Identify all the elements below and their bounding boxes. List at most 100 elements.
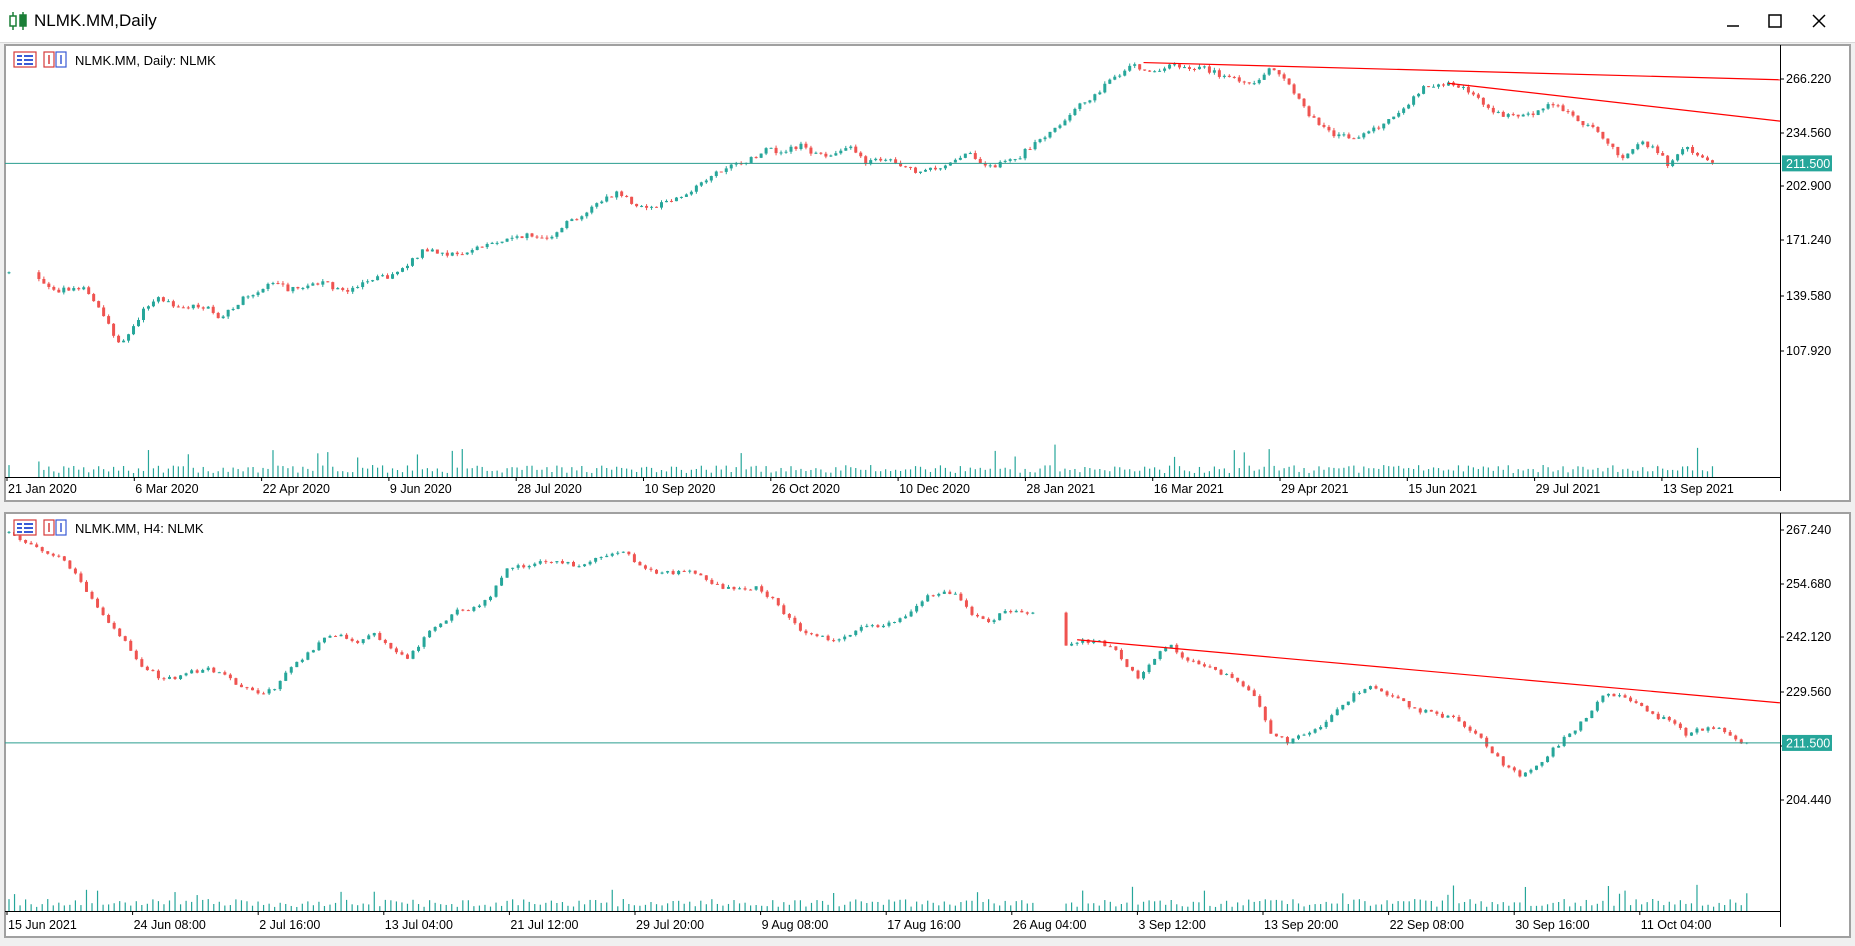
candle-body xyxy=(1661,153,1665,156)
minimize-button[interactable] xyxy=(1718,8,1748,34)
daily-chart-window[interactable]: 266.220 234.560 202.900 171.240 139.580 107.9… xyxy=(4,44,1851,502)
candle-body xyxy=(533,563,537,566)
candle-body xyxy=(764,148,768,154)
candle-body xyxy=(57,555,61,557)
candle-body xyxy=(151,301,155,307)
time-axis-label: 21 Jul 12:00 xyxy=(510,918,578,932)
candle-body xyxy=(356,287,360,289)
candle-body xyxy=(1367,131,1371,134)
candle-body xyxy=(1302,98,1306,107)
candle-body xyxy=(1523,772,1527,777)
time-axis-label: 9 Jun 2020 xyxy=(390,482,452,496)
candle-body xyxy=(361,639,365,643)
candle-body xyxy=(1471,92,1475,95)
candle-body xyxy=(212,667,216,673)
candle-body xyxy=(754,157,758,159)
candle-body xyxy=(1192,68,1196,70)
candle-body xyxy=(968,153,972,155)
candle-body xyxy=(1352,138,1356,140)
candle-body xyxy=(1496,111,1500,113)
close-button[interactable] xyxy=(1804,8,1834,34)
candle-body xyxy=(1098,92,1102,95)
candle-body xyxy=(179,675,183,679)
candle-body xyxy=(1377,127,1381,129)
candle-body xyxy=(1474,730,1478,734)
candle-body xyxy=(1093,94,1097,101)
candle-body xyxy=(998,161,1002,168)
candle-body xyxy=(837,639,841,641)
candlestick-app-icon xyxy=(9,12,27,30)
candle-body xyxy=(1651,711,1655,714)
candle-body xyxy=(241,296,245,305)
candle-body xyxy=(339,634,343,637)
candle-body xyxy=(734,163,738,165)
candle-body xyxy=(1187,67,1191,69)
candle-body xyxy=(1676,154,1680,161)
chart-properties-icon[interactable] xyxy=(43,51,67,68)
h4-chart-canvas[interactable]: 267.240254.680242.120229.560217.000204.4… xyxy=(5,513,1850,937)
candle-body xyxy=(234,678,238,685)
candle-body xyxy=(749,157,753,163)
candle-body xyxy=(859,152,863,157)
candle-body xyxy=(715,583,719,585)
candle-body xyxy=(1033,142,1037,150)
candle-body xyxy=(1573,730,1577,734)
candle-body xyxy=(854,146,858,153)
candle-body xyxy=(555,561,559,563)
candle-body xyxy=(146,306,150,309)
candle-body xyxy=(1092,640,1096,643)
candle-body xyxy=(520,236,524,239)
price-axis-label: 242.120 xyxy=(1786,630,1831,644)
candle-body xyxy=(1308,732,1312,735)
candle-body xyxy=(405,654,409,659)
candle-body xyxy=(73,568,77,574)
candle-body xyxy=(1307,106,1311,117)
candle-body xyxy=(933,167,937,170)
candle-body xyxy=(1546,756,1550,763)
candle-body xyxy=(1357,137,1361,139)
candle-body xyxy=(660,572,664,574)
candle-body xyxy=(1169,644,1173,649)
candle-body xyxy=(600,201,604,204)
candle-body xyxy=(789,146,793,152)
candle-body xyxy=(500,241,504,243)
minimize-icon xyxy=(1727,25,1739,27)
candle-body xyxy=(1717,727,1721,729)
candle-body xyxy=(1003,160,1007,162)
candle-body xyxy=(296,286,300,289)
candle-body xyxy=(1385,691,1389,696)
candle-body xyxy=(1446,715,1450,718)
candle-body xyxy=(246,296,250,298)
candle-body xyxy=(879,158,883,161)
h4-chart-window[interactable]: 267.240254.680242.120229.560217.000204.4… xyxy=(4,512,1851,938)
data-window-icon[interactable] xyxy=(13,51,37,68)
candle-body xyxy=(1073,108,1077,115)
candle-body xyxy=(1197,660,1201,665)
candle-body xyxy=(909,611,913,617)
candle-body xyxy=(1476,94,1480,98)
candle-body xyxy=(826,635,830,641)
candle-body xyxy=(515,236,519,238)
candle-body xyxy=(848,634,852,637)
candle-body xyxy=(544,561,548,563)
candle-body xyxy=(669,200,673,202)
daily-chart-canvas[interactable]: 266.220 234.560 202.900 171.240 139.580 107.9… xyxy=(5,45,1850,501)
candle-body xyxy=(383,639,387,643)
candle-body xyxy=(809,147,813,154)
data-window-icon[interactable] xyxy=(13,519,37,536)
candle-body xyxy=(893,622,896,624)
candle-body xyxy=(107,316,111,324)
chart-header-label: NLMK.MM, H4: NLMK xyxy=(75,521,204,536)
candle-body xyxy=(284,672,288,681)
maximize-button[interactable] xyxy=(1760,8,1790,34)
candle-body xyxy=(684,194,688,197)
chart-properties-icon[interactable] xyxy=(43,519,67,536)
candle-body xyxy=(1222,75,1226,77)
time-axis-label: 28 Jan 2021 xyxy=(1026,482,1095,496)
candle-body xyxy=(1561,105,1565,112)
candle-body xyxy=(420,249,424,258)
candle-body xyxy=(640,205,644,207)
candle-body xyxy=(367,635,371,640)
time-axis-label: 29 Jul 2021 xyxy=(1536,482,1601,496)
candle-body xyxy=(572,561,576,567)
